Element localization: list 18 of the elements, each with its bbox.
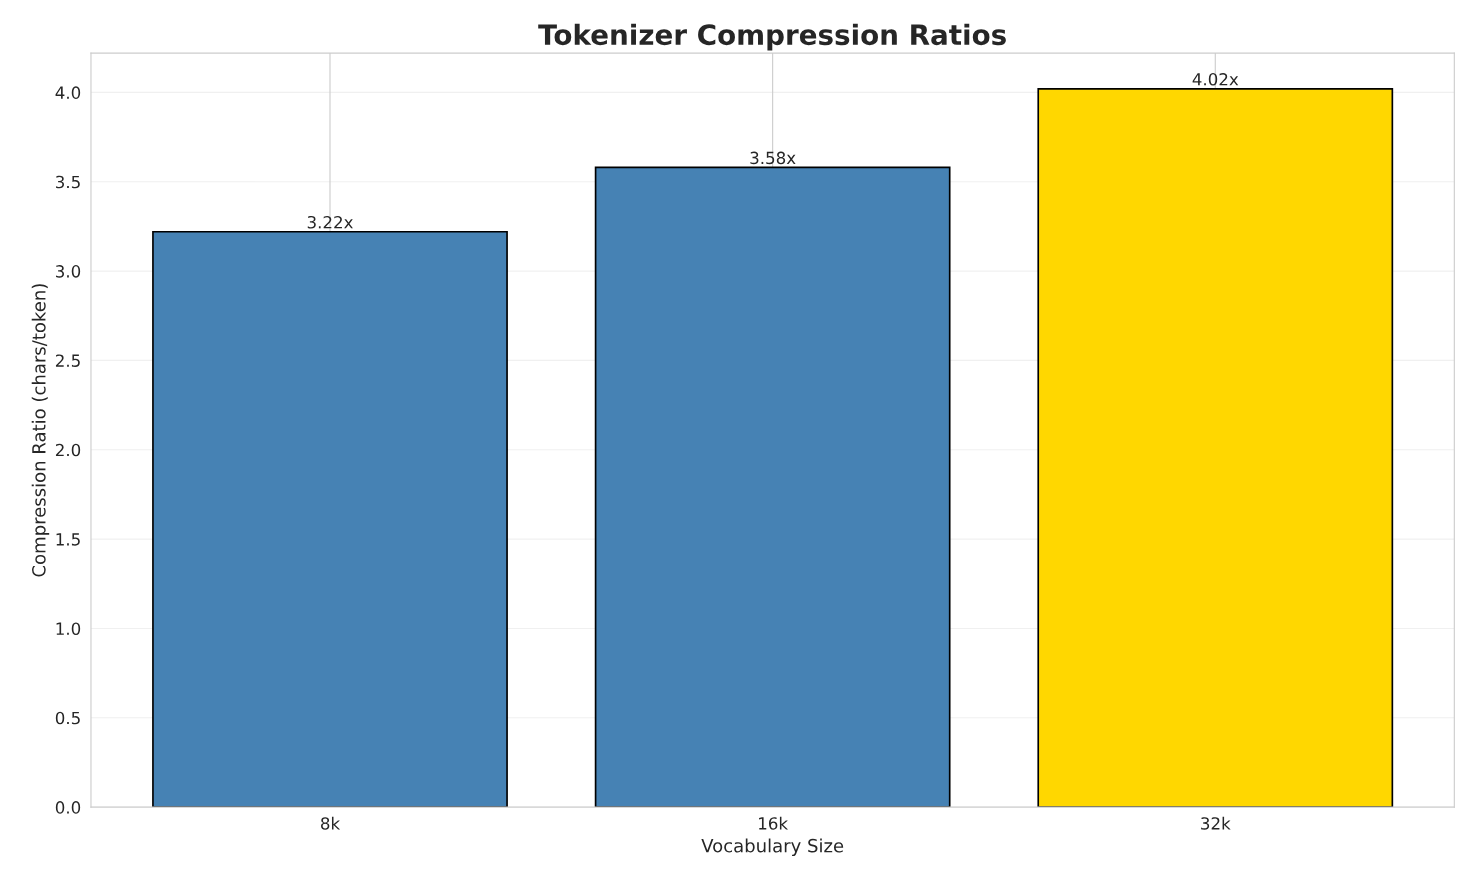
x-tick-label: 32k	[1201, 816, 1231, 830]
y-tick-label: 4.0	[55, 86, 81, 99]
y-tick-label: 1.5	[56, 533, 80, 546]
data-label: 3.22x	[307, 215, 353, 229]
y-tick-label: 0.0	[55, 801, 81, 814]
y-tick-label: 3.0	[56, 265, 81, 278]
chart-title: Tokenizer Compression Ratios	[538, 23, 1006, 51]
y-tick-label: 2.5	[55, 354, 80, 367]
y-tick-label: 3.5	[56, 175, 80, 189]
y-tick-label: 2.0	[55, 443, 81, 457]
data-label: 3.58x	[750, 151, 796, 165]
y-axis-title: Compression Ratio (chars/token)	[31, 284, 50, 577]
data-label: 4.02x	[1192, 73, 1239, 86]
y-tick-label: 1.0	[56, 622, 81, 636]
x-axis-title: Vocabulary Size	[701, 838, 844, 856]
x-tick-label: 16k	[759, 816, 789, 830]
x-tick-label: 8k	[321, 816, 341, 830]
y-tick-label: 0.5	[55, 711, 80, 725]
